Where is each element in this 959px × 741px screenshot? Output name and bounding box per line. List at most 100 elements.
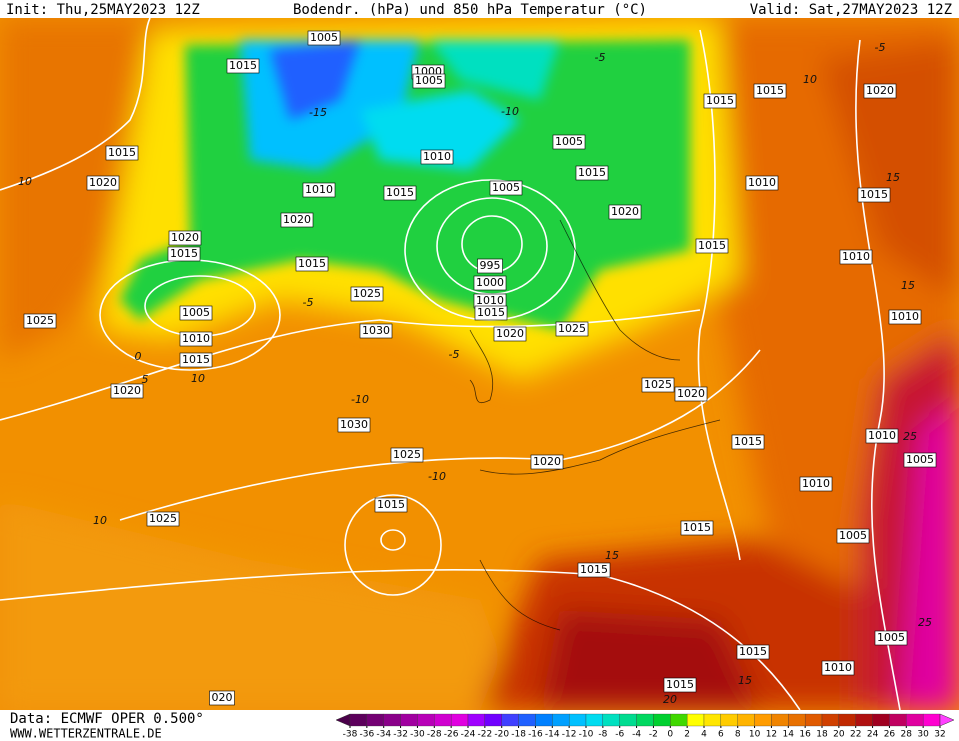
colorbar-tick-label: -32 xyxy=(393,730,408,740)
init-time: Init: Thu,25MAY2023 12Z xyxy=(6,2,200,18)
valid-time: Valid: Sat,27MAY2023 12Z xyxy=(750,2,952,18)
colorbar-tick-label: 10 xyxy=(749,730,761,740)
isobar-label-box xyxy=(110,383,144,399)
isobar-label-box xyxy=(179,352,213,368)
isobar-label-box xyxy=(731,434,765,450)
isobar-label: 1015 xyxy=(229,59,257,72)
isobar-label: 1015 xyxy=(377,498,405,511)
isobar-label-box xyxy=(530,454,564,470)
isobar-label-box xyxy=(337,417,371,433)
isobar-label-box xyxy=(493,326,527,342)
colorbar-cell xyxy=(771,713,789,727)
colorbar-cell xyxy=(889,713,907,727)
isobar-label: 1015 xyxy=(182,353,210,366)
colorbar-cell xyxy=(670,713,688,727)
isobar-label-box xyxy=(179,331,213,347)
isobar-label: 1015 xyxy=(578,166,606,179)
colorbar-tick-label: 12 xyxy=(766,730,777,740)
colorbar-cell xyxy=(518,713,536,727)
isobar-label-box xyxy=(477,258,503,274)
colorbar-cell xyxy=(788,713,806,727)
data-source: Data: ECMWF OPER 0.500° xyxy=(10,711,204,727)
colorbar-tick-label: -16 xyxy=(528,730,543,740)
colorbar-tick-label: -34 xyxy=(376,730,391,740)
isobar-label: 1010 xyxy=(748,176,776,189)
colorbar-cell xyxy=(906,713,924,727)
colorbar-tick-label: 32 xyxy=(934,730,945,740)
isobar-label-box xyxy=(874,630,908,646)
isobar-label-box xyxy=(680,520,714,536)
isobar-label-box xyxy=(105,145,139,161)
isobar-label-box xyxy=(209,690,235,706)
colorbar-tick-label: -20 xyxy=(494,730,509,740)
website: WWW.WETTERZENTRALE.DE xyxy=(10,727,162,741)
isobar-label: 1015 xyxy=(108,146,136,159)
colorbar-cell xyxy=(653,713,671,727)
isobar-label-box xyxy=(674,386,708,402)
isobar-label-box xyxy=(146,511,180,527)
temperature-label: -15 xyxy=(309,106,327,119)
colorbar-cell xyxy=(434,713,452,727)
temperature-label: 10 xyxy=(18,175,32,188)
isobar-label-box xyxy=(86,175,120,191)
colorbar-cell xyxy=(922,713,941,727)
isobar-label: 1025 xyxy=(149,512,177,525)
isobar-label: 1015 xyxy=(706,94,734,107)
isobar-label: 1025 xyxy=(26,314,54,327)
isobar-label: 1020 xyxy=(283,213,311,226)
colorbar-tick-label: 14 xyxy=(783,730,795,740)
colorbar-tick-label: -2 xyxy=(649,730,658,740)
isobar-label-box xyxy=(695,238,729,254)
colorbar-cell xyxy=(619,713,637,727)
colorbar-cell xyxy=(872,713,890,727)
isobar-label-box xyxy=(383,185,417,201)
isobar-label: 1020 xyxy=(866,84,894,97)
isobar-label-box xyxy=(836,528,870,544)
colorbar-tick-label: 2 xyxy=(684,730,690,740)
colorbar-cell xyxy=(383,713,401,727)
colorbar-tick-label: -30 xyxy=(410,730,425,740)
temperature-label: -5 xyxy=(595,51,606,64)
temperature-label: 10 xyxy=(803,73,817,86)
isobar-label-box xyxy=(374,497,408,513)
isobar-label: 1015 xyxy=(734,435,762,448)
colorbar-tick-label: -24 xyxy=(461,730,476,740)
colorbar-tick-label: 30 xyxy=(917,730,929,740)
isobar-label: 1010 xyxy=(891,310,919,323)
temperature-label: 15 xyxy=(901,279,915,292)
colorbar-cell xyxy=(450,713,469,727)
colorbar-cell xyxy=(400,713,418,727)
colorbar-tick-label: -36 xyxy=(360,730,375,740)
temperature-label: 25 xyxy=(903,430,917,443)
temperature-label: -10 xyxy=(351,393,369,406)
isobar-label-box xyxy=(888,309,922,325)
colorbar-tick-label: 18 xyxy=(816,730,828,740)
isobar-label-box xyxy=(295,256,329,272)
isobar-label: 1010 xyxy=(476,294,504,307)
isobar-label-box xyxy=(753,83,787,99)
isobar-label: 1015 xyxy=(683,521,711,534)
isobar-label: 1020 xyxy=(113,384,141,397)
isobar-label: 1010 xyxy=(182,332,210,345)
colorbar-tick-label: 0 xyxy=(667,730,673,740)
isobar-label: 1020 xyxy=(533,455,561,468)
isobar-label: 1000 xyxy=(476,276,504,289)
temperature-label: -5 xyxy=(449,348,460,361)
isobar-label-box xyxy=(302,182,336,198)
isobar-label: 1010 xyxy=(868,429,896,442)
temperature-label: 5 xyxy=(142,373,149,386)
colorbar-cell xyxy=(838,713,856,727)
isobar-label-box xyxy=(226,58,260,74)
colorbar: -38 -36 -34 -32 -30 -28 -26 -24 -22 -20 -18 -16 -14-… xyxy=(335,713,955,740)
colorbar-cell xyxy=(484,713,502,727)
colorbar-cell xyxy=(855,713,873,727)
isobar-label: 1020 xyxy=(171,231,199,244)
colorbar-tick-label: -4 xyxy=(632,730,641,740)
colorbar-cell xyxy=(568,713,587,727)
colorbar-tick-label: -8 xyxy=(598,730,607,740)
colorbar-cell xyxy=(417,713,435,727)
isobar-label-box xyxy=(799,476,833,492)
isobar-label-box xyxy=(863,83,897,99)
